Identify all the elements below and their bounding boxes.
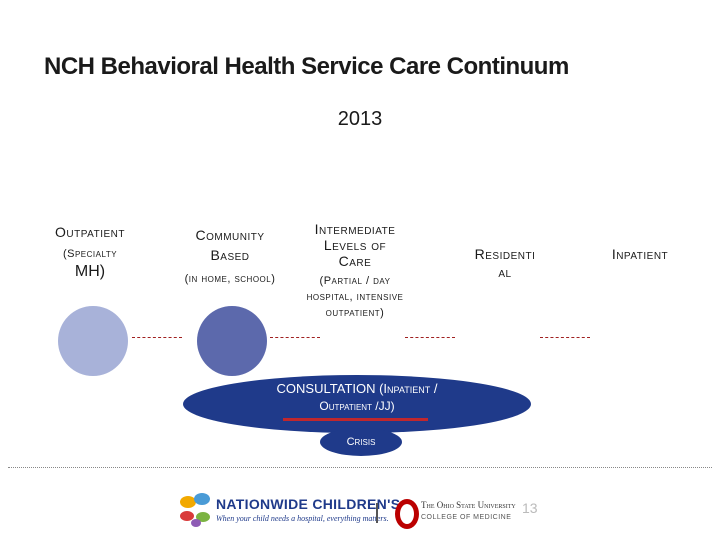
- connector-line: [270, 337, 320, 338]
- column-inpatient: Inpatient: [585, 246, 695, 262]
- column-community: Community Based (in home, school): [165, 227, 295, 286]
- column-outpatient: Outpatient (Specialty MH): [40, 224, 140, 281]
- nch-name: NATIONWIDE CHILDREN'S: [216, 496, 401, 512]
- year-label: 2013: [337, 108, 383, 130]
- intermediate-sub2: hospital, intensive: [306, 290, 404, 303]
- inpatient-heading: Inpatient: [611, 246, 669, 262]
- connector-line: [405, 337, 455, 338]
- logo-separator: [376, 503, 378, 523]
- consultation-line1: CONSULTATION (Inpatient /: [276, 381, 438, 396]
- page-title: NCH Behavioral Health Service Care Conti…: [44, 53, 569, 80]
- osu-name: The Ohio State University: [421, 500, 516, 510]
- outpatient-circle: [58, 306, 128, 376]
- footer-divider: [8, 467, 712, 468]
- osu-logo: The Ohio State University COLLEGE OF MED…: [395, 497, 545, 529]
- community-heading2: Based: [210, 247, 250, 264]
- outpatient-sub1: (Specialty: [62, 248, 118, 261]
- intermediate-heading2: Levels of: [323, 237, 387, 254]
- osu-o-icon: [395, 499, 419, 529]
- intermediate-heading1: Intermediate: [314, 221, 396, 237]
- butterfly-icon: [180, 493, 210, 527]
- intermediate-sub3: outpatient): [325, 306, 385, 319]
- intermediate-heading3: Care: [338, 253, 372, 270]
- residential-line1: Residenti: [474, 246, 536, 262]
- connector-line: [132, 337, 182, 338]
- community-sub: (in home, school): [184, 273, 276, 286]
- accent-red-line: [283, 418, 428, 421]
- nch-logo: NATIONWIDE CHILDREN'S When your child ne…: [178, 490, 400, 530]
- osu-college: COLLEGE OF MEDICINE: [421, 514, 512, 521]
- community-heading1: Community: [195, 227, 265, 243]
- consultation-ellipse: CONSULTATION (Inpatient / Outpatient /JJ…: [183, 375, 531, 433]
- intermediate-sub1: (Partial / day: [319, 275, 391, 288]
- outpatient-sub2: MH): [74, 262, 106, 280]
- page-number: 13: [522, 500, 538, 516]
- outpatient-heading: Outpatient: [55, 224, 125, 240]
- residential-line2: al: [498, 264, 512, 281]
- community-circle: [197, 306, 267, 376]
- column-intermediate: Intermediate Levels of Care (Partial / d…: [285, 221, 425, 319]
- connector-line: [540, 337, 590, 338]
- consultation-line2: Outpatient /JJ): [319, 399, 395, 413]
- column-residential: Residenti al: [455, 246, 555, 280]
- nch-tagline: When your child needs a hospital, everyt…: [216, 514, 389, 523]
- crisis-ellipse: Crisis: [320, 428, 402, 456]
